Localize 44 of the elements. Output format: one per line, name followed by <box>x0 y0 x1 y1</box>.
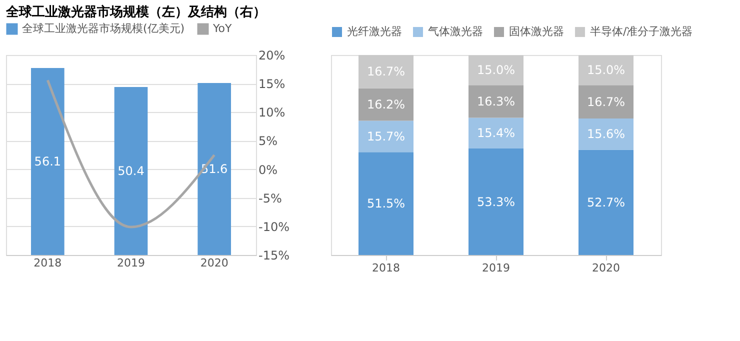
bar <box>358 88 414 121</box>
bar <box>358 152 414 255</box>
data-label: 50.4 <box>118 164 144 178</box>
bar <box>468 148 524 255</box>
y2-tick-label: 5% <box>258 134 278 148</box>
x-tick-label: 2020 <box>592 262 620 274</box>
bar <box>468 118 524 149</box>
bar <box>468 55 524 86</box>
bar <box>578 85 634 119</box>
x-tick-label: 2019 <box>117 256 145 270</box>
y2-tick-label: -15% <box>258 248 290 262</box>
bar <box>358 55 414 88</box>
legend-label: 固体激光器 <box>509 25 564 38</box>
data-label: 56.1 <box>34 154 62 168</box>
legend-label: 半导体/准分子激光器 <box>590 25 693 38</box>
data-label: 16.2% <box>366 98 406 112</box>
x-tick-label: 2018 <box>34 256 62 270</box>
data-label: 15.6% <box>586 127 626 142</box>
y2-tick-label: 15% <box>258 77 286 92</box>
chart-title: 全球工业激光器市场规模（左）及结构（右） <box>5 4 266 20</box>
bar <box>468 85 524 118</box>
legend-label: 光纤激光器 <box>347 25 402 38</box>
data-label: 52.7% <box>586 195 626 210</box>
y2-tick-label: 20% <box>258 48 286 62</box>
y2-tick-label: 10% <box>258 106 286 120</box>
bar <box>358 120 414 152</box>
legend-label: 全球工业激光器市场规模(亿美元) <box>22 22 185 35</box>
bar <box>578 150 634 255</box>
x-tick-label: 2019 <box>482 262 510 274</box>
bar <box>578 55 634 86</box>
y2-tick-label: -10% <box>258 220 290 234</box>
y2-tick-label: 0% <box>258 162 278 177</box>
data-label: 51.5% <box>366 196 406 211</box>
data-label: 16.3% <box>476 94 516 108</box>
legend-label: 气体激光器 <box>428 25 483 38</box>
data-label: 15.4% <box>476 126 516 140</box>
data-label: 16.7% <box>586 94 626 109</box>
bar <box>578 118 634 150</box>
x-tick-label: 2018 <box>372 262 400 274</box>
data-label: 15.7% <box>366 129 406 144</box>
y2-tick-label: -5% <box>258 191 282 206</box>
x-tick-label: 2020 <box>200 256 228 270</box>
legend-label: YoY <box>212 22 232 35</box>
data-label: 53.3% <box>476 194 516 209</box>
